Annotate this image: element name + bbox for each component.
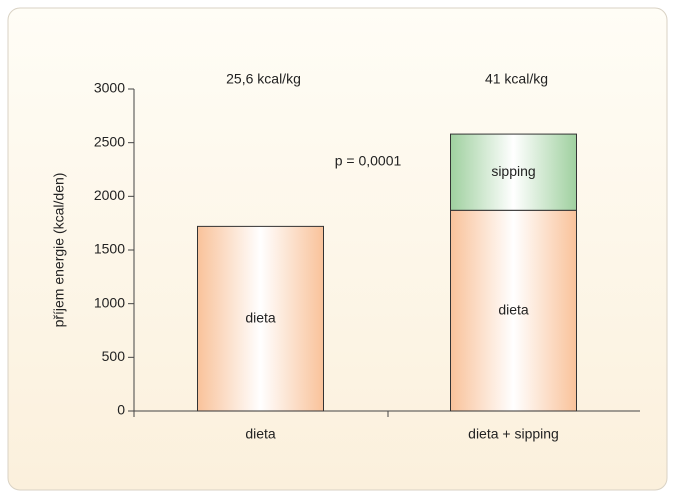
y-axis-label: příjem energie (kcal/den): [51, 173, 67, 328]
y-tick-label: 0: [117, 402, 125, 418]
bar-segment: [450, 209, 577, 412]
y-tick-label: 500: [102, 348, 126, 364]
bar-segment: [197, 225, 324, 412]
segment-label: sipping: [491, 163, 535, 179]
bar-segment: [450, 133, 577, 211]
segment-label: dieta: [245, 309, 276, 325]
y-tick-label: 1500: [94, 241, 125, 257]
bar-annotation: 41 kcal/kg: [485, 71, 548, 87]
y-tick-label: 2000: [94, 187, 125, 203]
x-tick-label: dieta + sipping: [468, 426, 559, 442]
y-tick-label: 2500: [94, 133, 125, 149]
y-tick-label: 1000: [94, 294, 125, 310]
x-tick-label: dieta: [245, 426, 276, 442]
bar-annotation: 25,6 kcal/kg: [226, 71, 301, 87]
segment-label: dieta: [498, 301, 529, 317]
p-value-annotation: p = 0,0001: [335, 153, 402, 169]
y-tick-label: 3000: [94, 80, 125, 96]
